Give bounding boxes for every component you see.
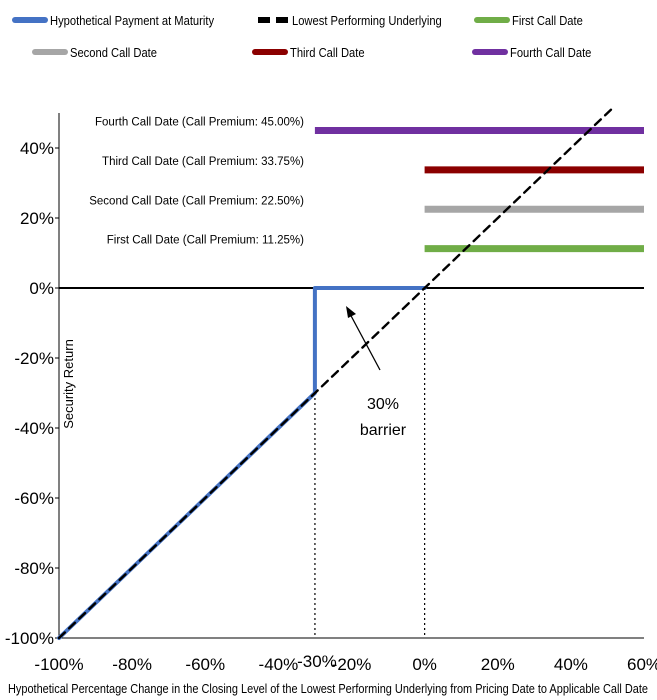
call-annotation: Third Call Date (Call Premium: 33.75%) — [102, 156, 304, 168]
x-tick-label: 20% — [481, 655, 515, 674]
tick-labels: -100% -80% -60% -40% -20% 0% 20% 40% -100% -80% -6… — [5, 139, 657, 674]
y-tick-label: 40% — [20, 139, 54, 158]
annotation-group: Fourth Call Date (Call Premium: 45.00%) T… — [89, 117, 407, 440]
legend-item-second-call: Second Call Date — [32, 42, 171, 62]
x-tick-label: -80% — [112, 655, 152, 674]
legend-label-fourth-call: Fourth Call Date — [510, 44, 592, 60]
x-tick-label: -20% — [332, 655, 372, 674]
x-tick-label: -60% — [185, 655, 225, 674]
y-tick-label: 20% — [20, 209, 54, 228]
legend-swatch-payment — [12, 17, 48, 23]
y-tick-label: 0% — [29, 279, 54, 298]
legend-item-payment: Hypothetical Payment at Maturity — [12, 10, 241, 30]
legend-swatch-second-call — [32, 49, 68, 55]
legend-item-third-call: Third Call Date — [252, 42, 377, 62]
legend-label-payment: Hypothetical Payment at Maturity — [50, 12, 215, 28]
legend-label-first-call: First Call Date — [512, 12, 583, 28]
legend-label-third-call: Third Call Date — [290, 44, 365, 60]
legend-item-underlying: Lowest Performing Underlying — [258, 10, 466, 30]
call-annotation: Second Call Date (Call Premium: 22.50%) — [89, 195, 304, 207]
y-tick-label: -40% — [14, 419, 54, 438]
legend-item-first-call: First Call Date — [474, 10, 594, 30]
legend: Hypothetical Payment at Maturity Lowest … — [0, 0, 657, 70]
x-tick-label: -100% — [34, 655, 83, 674]
y-tick-label: -80% — [14, 559, 54, 578]
y-axis-title: Security Return — [61, 339, 76, 429]
x-tick-label: -30% — [297, 652, 337, 671]
legend-swatch-third-call — [252, 49, 288, 55]
legend-swatch-first-call — [474, 17, 510, 23]
legend-swatch-underlying — [258, 17, 288, 23]
call-annotation: Fourth Call Date (Call Premium: 45.00%) — [95, 117, 304, 129]
barrier-arrow-head — [346, 306, 356, 318]
call-annotation: First Call Date (Call Premium: 11.25%) — [107, 235, 304, 247]
y-tick-label: -100% — [5, 629, 54, 648]
legend-label-second-call: Second Call Date — [70, 44, 158, 60]
legend-label-underlying: Lowest Performing Underlying — [292, 12, 442, 28]
legend-swatch-fourth-call — [472, 49, 508, 55]
y-tick-label: -20% — [14, 349, 54, 368]
barrier-label: 30% — [367, 396, 399, 413]
barrier-label: barrier — [360, 422, 407, 439]
x-tick-label: 40% — [554, 655, 588, 674]
y-tick-label: -60% — [14, 489, 54, 508]
reference-lines — [314, 288, 426, 638]
barrier-arrow-line — [348, 311, 381, 371]
x-tick-label: 0% — [412, 655, 437, 674]
x-tick-label: -40% — [259, 655, 299, 674]
series-group — [57, 104, 644, 640]
x-tick-label: 60% — [627, 655, 657, 674]
legend-item-fourth-call: Fourth Call Date — [472, 42, 605, 62]
series-line-lowest-performing-underlying — [57, 104, 616, 640]
x-axis-title: Hypothetical Percentage Change in the Cl… — [8, 681, 648, 696]
